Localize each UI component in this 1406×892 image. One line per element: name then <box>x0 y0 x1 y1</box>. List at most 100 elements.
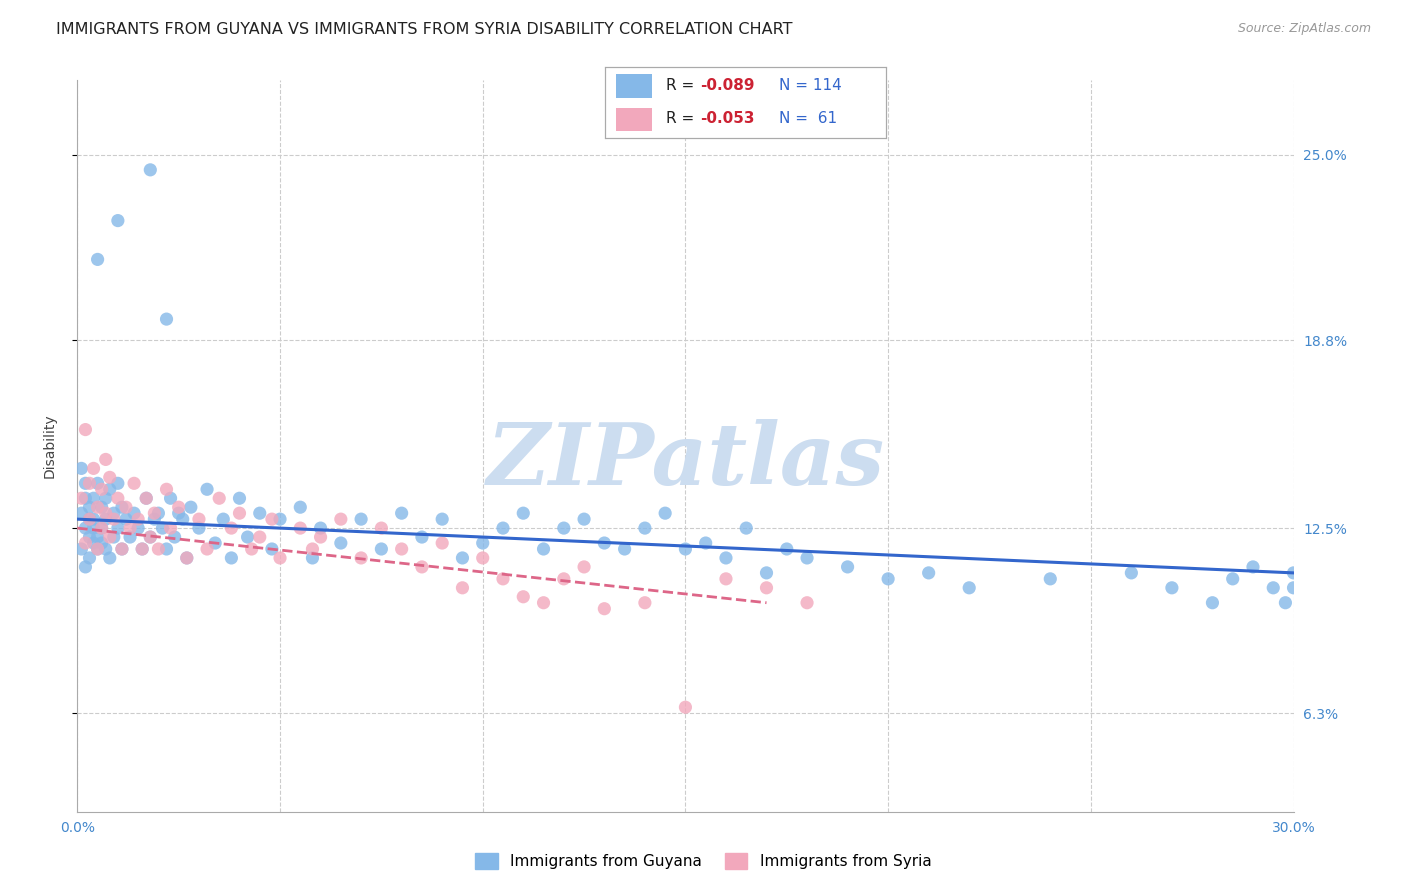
Point <box>221 521 243 535</box>
Point <box>79 551 101 566</box>
Text: N =  61: N = 61 <box>779 112 837 127</box>
Point <box>94 491 117 506</box>
Bar <box>616 74 652 97</box>
Point <box>877 572 900 586</box>
Point <box>471 536 494 550</box>
Point <box>94 541 117 556</box>
Point <box>1201 596 1223 610</box>
Point <box>714 551 737 566</box>
Point <box>1121 566 1143 580</box>
Point <box>107 491 129 506</box>
Point <box>107 476 129 491</box>
Point <box>249 506 271 520</box>
Point <box>131 541 153 556</box>
Point <box>94 506 117 520</box>
Point <box>172 512 194 526</box>
Point <box>918 566 941 580</box>
Point <box>70 541 93 556</box>
Point <box>1282 566 1305 580</box>
Point <box>593 536 616 550</box>
Point <box>139 530 162 544</box>
Text: ZIPatlas: ZIPatlas <box>486 419 884 502</box>
Point <box>776 541 799 556</box>
Point <box>212 512 235 526</box>
Point <box>83 512 105 526</box>
Point <box>79 476 101 491</box>
Point <box>83 461 105 475</box>
Point <box>411 560 433 574</box>
Point <box>391 541 413 556</box>
Point <box>195 541 218 556</box>
Point <box>75 521 97 535</box>
Point <box>735 521 758 535</box>
Point <box>148 541 170 556</box>
Point <box>98 551 121 566</box>
Point <box>86 541 108 556</box>
Text: -0.089: -0.089 <box>700 78 755 93</box>
Point <box>240 541 263 556</box>
Point <box>90 536 112 550</box>
Point <box>1274 596 1296 610</box>
Point <box>103 530 125 544</box>
Point <box>163 530 186 544</box>
Point <box>139 162 162 177</box>
Point <box>111 541 134 556</box>
Point <box>188 521 211 535</box>
Point <box>572 560 595 574</box>
Point <box>167 506 190 520</box>
Text: IMMIGRANTS FROM GUYANA VS IMMIGRANTS FROM SYRIA DISABILITY CORRELATION CHART: IMMIGRANTS FROM GUYANA VS IMMIGRANTS FRO… <box>56 22 793 37</box>
Point <box>492 572 515 586</box>
Bar <box>616 108 652 131</box>
Point <box>115 500 138 515</box>
Point <box>370 521 392 535</box>
Point <box>301 551 323 566</box>
Point <box>115 512 138 526</box>
Point <box>755 566 778 580</box>
Point <box>796 596 818 610</box>
Point <box>159 521 181 535</box>
Point <box>228 491 250 506</box>
Point <box>1039 572 1062 586</box>
Point <box>127 521 149 535</box>
Point <box>86 500 108 515</box>
Point <box>228 506 250 520</box>
Point <box>118 530 141 544</box>
Point <box>86 541 108 556</box>
Point <box>755 581 778 595</box>
Point <box>90 521 112 535</box>
Point <box>714 572 737 586</box>
Point <box>796 551 818 566</box>
Point <box>593 601 616 615</box>
Point <box>430 512 453 526</box>
Point <box>111 541 134 556</box>
Point <box>103 506 125 520</box>
Point <box>654 506 676 520</box>
Point <box>195 483 218 497</box>
Point <box>70 461 93 475</box>
Point <box>70 506 93 520</box>
Point <box>411 530 433 544</box>
Point <box>290 521 312 535</box>
Point <box>634 596 657 610</box>
Point <box>512 590 534 604</box>
Point <box>301 541 323 556</box>
Point <box>695 536 717 550</box>
Point <box>90 500 112 515</box>
Point <box>204 536 226 550</box>
Point <box>75 536 97 550</box>
Point <box>155 541 177 556</box>
Point <box>143 512 166 526</box>
Point <box>167 500 190 515</box>
Point <box>1161 581 1184 595</box>
Point <box>260 541 283 556</box>
Point <box>236 530 259 544</box>
Point <box>613 541 636 556</box>
Point <box>269 551 291 566</box>
Point <box>90 483 112 497</box>
Point <box>107 521 129 535</box>
Point <box>350 512 373 526</box>
Point <box>221 551 243 566</box>
Point <box>79 530 101 544</box>
Point <box>553 572 575 586</box>
Point <box>180 500 202 515</box>
